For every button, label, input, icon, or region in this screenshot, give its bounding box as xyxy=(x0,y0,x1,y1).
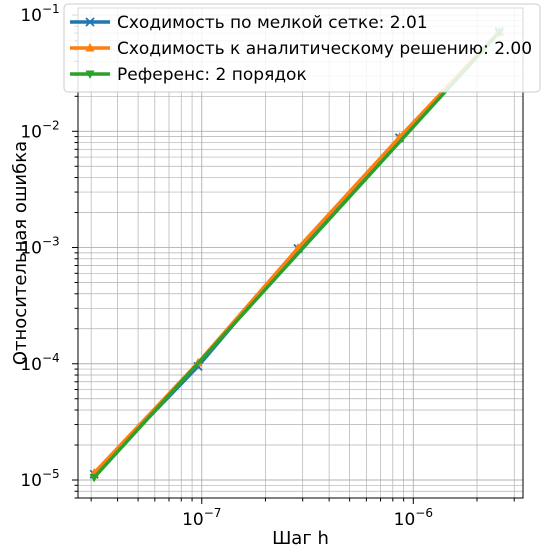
legend-entry-label: Сходимость к аналитическому решению: 2.0… xyxy=(117,39,532,59)
y-axis-label: Относительная ошибка xyxy=(10,141,31,365)
y-tick-label: 10−3 xyxy=(20,235,59,259)
series-layer xyxy=(89,26,504,483)
legend-marker xyxy=(85,43,95,52)
marker-stroke xyxy=(85,17,95,27)
x-axis-label: Шаг h xyxy=(272,528,329,549)
y-tick-label: 10−2 xyxy=(20,118,59,142)
legend: Сходимость по мелкой сетке: 2.01 Сходимос… xyxy=(63,3,541,93)
legend-entry-label: Референс: 2 порядок xyxy=(117,65,307,85)
y-tick-label: 10−4 xyxy=(20,351,59,375)
data-point-3-1 xyxy=(89,474,99,483)
series-line-3 xyxy=(92,31,501,479)
x-tick-label: 10−6 xyxy=(394,506,433,530)
x-tick-label: 10−7 xyxy=(182,506,221,530)
legend-marker xyxy=(85,70,95,79)
y-tick-label: 10−1 xyxy=(20,2,59,26)
legend-marker xyxy=(85,17,95,27)
legend-entry-label: Сходимость по мелкой сетке: 2.01 xyxy=(117,13,428,33)
y-tick-label: 10−5 xyxy=(20,467,59,491)
legend-box xyxy=(63,3,541,93)
